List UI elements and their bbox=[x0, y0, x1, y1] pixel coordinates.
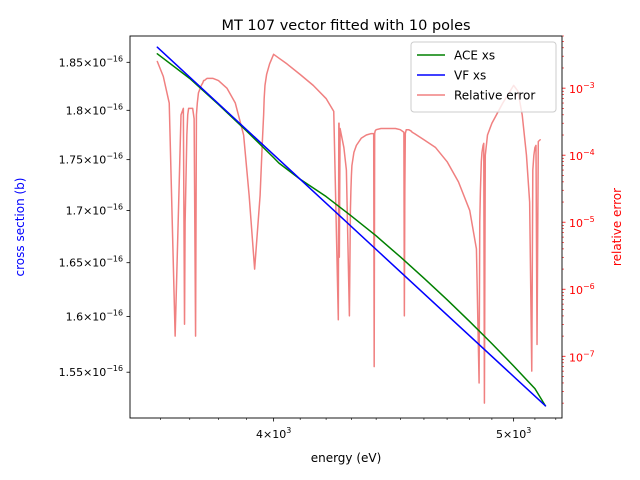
series-line-relative-error bbox=[156, 53, 541, 404]
y-left-tick-label: 1.8×10−16 bbox=[66, 102, 123, 117]
plot-frame bbox=[129, 35, 563, 419]
legend-label: Relative error bbox=[454, 89, 535, 103]
series-layer bbox=[156, 46, 547, 407]
y-right-tick-label: 10−5 bbox=[569, 215, 595, 230]
legend-box bbox=[410, 41, 557, 113]
y-left-tick-label: 1.6×10−16 bbox=[66, 309, 123, 324]
x-tick-label: 4×103 bbox=[256, 426, 291, 441]
series-line-ace-xs bbox=[156, 53, 547, 407]
y-left-tick-label: 1.75×10−16 bbox=[59, 152, 123, 167]
y-right-tick-label: 10−7 bbox=[569, 349, 595, 364]
legend-label: ACE xs bbox=[454, 49, 495, 63]
y-left-tick-label: 1.7×10−16 bbox=[66, 202, 123, 217]
chart-title: MT 107 vector fitted with 10 poles bbox=[221, 18, 470, 34]
y-right-tick-label: 10−3 bbox=[569, 81, 595, 96]
y-right-tick-label: 10−4 bbox=[569, 148, 595, 163]
y-axis-right-label: relative error bbox=[610, 188, 624, 266]
axis-ticks: 4×103 5×103 1.55×10−16 1.6×10−16 1.65×10−16 1… bbox=[59, 35, 595, 441]
x-axis-label: energy (eV) bbox=[311, 451, 382, 465]
y-left-tick-label: 1.65×10−16 bbox=[59, 255, 123, 270]
y-left-tick-label: 1.55×10−16 bbox=[59, 364, 123, 379]
y-axis-left-label: cross section (b) bbox=[13, 178, 27, 277]
y-right-tick-label: 10−6 bbox=[569, 282, 595, 297]
y-left-tick-label: 1.85×10−16 bbox=[59, 54, 123, 69]
x-tick-label: 5×103 bbox=[496, 426, 531, 441]
legend-label: VF xs bbox=[454, 69, 486, 83]
legend: ACE xs VF xs Relative error bbox=[410, 41, 557, 113]
series-line-vf-xs bbox=[156, 46, 547, 407]
